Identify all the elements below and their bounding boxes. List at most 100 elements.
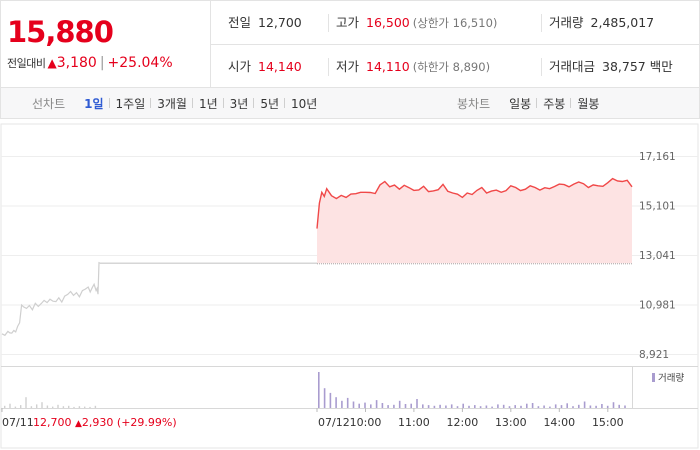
quote-header: 15,880 전일대비 ▲3,180 | +25.04% 전일 12,700 고가 16,… xyxy=(0,0,700,89)
volume-bar xyxy=(364,402,366,408)
candle-chart-periods: 봉차트 일봉 주봉 월봉 xyxy=(457,88,605,119)
divider xyxy=(328,58,329,76)
period-tab[interactable]: 1년 xyxy=(191,95,224,112)
volume-bar xyxy=(318,372,320,408)
prev-day-line xyxy=(1,261,101,337)
footer-arrow: ▲ xyxy=(75,419,82,429)
stat-volume: 거래량 2,485,017 xyxy=(549,1,654,45)
period-tab[interactable]: 3년 xyxy=(222,95,255,112)
period-tab[interactable]: 5년 xyxy=(253,95,285,112)
x-tick-label: 07/11 xyxy=(2,416,34,429)
volume-bar xyxy=(583,401,586,408)
volume-bar xyxy=(25,397,27,408)
volume-bar xyxy=(404,404,407,408)
volume-legend: 거래량 xyxy=(652,372,684,384)
volume-bar xyxy=(9,403,11,408)
x-tick-label: 14:00 xyxy=(543,416,575,429)
volume-bar xyxy=(323,388,326,408)
volume-bar xyxy=(94,405,97,408)
stat-prev-close: 전일 12,700 xyxy=(228,1,302,45)
change-value: 3,180 xyxy=(56,55,97,71)
x-tick-label: 11:00 xyxy=(398,416,430,429)
volume-bar xyxy=(520,405,522,408)
stat-value: 16,500 xyxy=(366,15,410,30)
volume-bar xyxy=(433,405,436,408)
volume-bar xyxy=(462,403,464,408)
footer-change: 2,930 xyxy=(82,416,117,429)
stat-value: 12,700 xyxy=(258,15,302,30)
candle-tab[interactable]: 월봉 xyxy=(570,95,605,112)
volume-bar xyxy=(41,402,43,408)
volume-bar xyxy=(485,405,488,408)
stats-row-1: 전일 12,700 고가 16,500 (상한가 16,510) 거래량 2,485,0… xyxy=(211,1,700,45)
y-axis-ticks: 17,161 15,101 13,041 10,981 8,921 xyxy=(639,151,676,361)
x-tick-label: 07/12 xyxy=(318,416,350,429)
volume-bar xyxy=(84,406,86,408)
volume-bar xyxy=(554,404,557,408)
change-separator: | xyxy=(99,55,105,71)
volume-bar xyxy=(30,406,33,408)
stat-lower-limit: (하한가 8,890) xyxy=(412,60,491,74)
volume-legend-label: 거래량 xyxy=(658,372,684,384)
footer-pct: (+29.99%) xyxy=(117,416,177,429)
x-tick-label: 15:00 xyxy=(592,416,624,429)
prev-day-footer: 12,700 ▲2,930 (+29.99%) xyxy=(33,416,177,429)
volume-bar xyxy=(589,405,592,408)
volume-bar xyxy=(526,403,528,408)
period-tab[interactable]: 3개월 xyxy=(150,95,193,112)
prev-day-series xyxy=(1,261,632,337)
volume-bar xyxy=(352,401,355,408)
volume-bar xyxy=(572,406,574,408)
volume-bar xyxy=(474,405,476,408)
divider xyxy=(328,14,329,32)
volume-bar xyxy=(375,400,378,408)
volume-bar xyxy=(479,406,482,408)
today-area xyxy=(317,178,632,264)
stat-label: 시가 xyxy=(228,59,252,74)
period-tab[interactable]: 1일 xyxy=(84,97,104,111)
volume-bar xyxy=(514,405,516,408)
stat-label: 고가 xyxy=(336,15,360,30)
chart-toolbar: 선차트 1일 1주일 3개월 1년 3년 5년 10년 봉차트 일봉 주봉 월봉 xyxy=(0,88,700,119)
chart-frame xyxy=(0,123,699,449)
stat-value: 38,757 백만 xyxy=(602,59,673,74)
volume-bar xyxy=(57,404,59,408)
volume-bar xyxy=(341,400,343,408)
candle-chart-label: 봉차트 xyxy=(457,97,491,111)
period-tab[interactable]: 1주일 xyxy=(108,95,152,112)
volume-bar xyxy=(606,405,609,408)
volume-bar xyxy=(398,400,401,408)
volume-bar xyxy=(52,406,54,408)
volume-bar xyxy=(445,405,447,408)
volume-bar xyxy=(595,405,597,408)
volume-bar xyxy=(393,404,395,408)
volume-legend-swatch xyxy=(652,373,655,382)
y-tick-label: 15,101 xyxy=(639,201,676,213)
volume-bar xyxy=(566,403,568,408)
y-tick-label: 8,921 xyxy=(639,349,669,361)
stat-low: 저가 14,110 (하한가 8,890) xyxy=(336,45,490,89)
y-tick-label: 13,041 xyxy=(639,250,676,262)
volume-bar xyxy=(560,405,563,408)
up-arrow-icon: ▲ xyxy=(47,56,57,70)
line-chart-periods: 선차트 1일 1주일 3개월 1년 3년 5년 10년 xyxy=(32,88,323,119)
x-tick-label: 13:00 xyxy=(495,416,527,429)
volume-bar xyxy=(537,406,540,408)
volume-bar xyxy=(4,405,6,408)
volume-bar xyxy=(450,404,453,408)
candle-tab[interactable]: 일봉 xyxy=(509,97,532,111)
grid-lines xyxy=(0,123,699,449)
stat-label: 전일 xyxy=(228,15,252,30)
volume-bar xyxy=(73,406,75,408)
volume-bar xyxy=(578,404,580,408)
volume-bar xyxy=(612,402,615,408)
candle-tab[interactable]: 주봉 xyxy=(536,95,571,112)
period-tab[interactable]: 10년 xyxy=(284,95,323,112)
today-series xyxy=(316,177,633,264)
volume-bar xyxy=(62,406,65,408)
volume-bar xyxy=(36,404,38,408)
stat-value: 14,140 xyxy=(258,59,302,74)
volume-bar xyxy=(543,405,545,408)
volume-bar xyxy=(497,404,499,408)
volume-bar xyxy=(89,406,91,408)
